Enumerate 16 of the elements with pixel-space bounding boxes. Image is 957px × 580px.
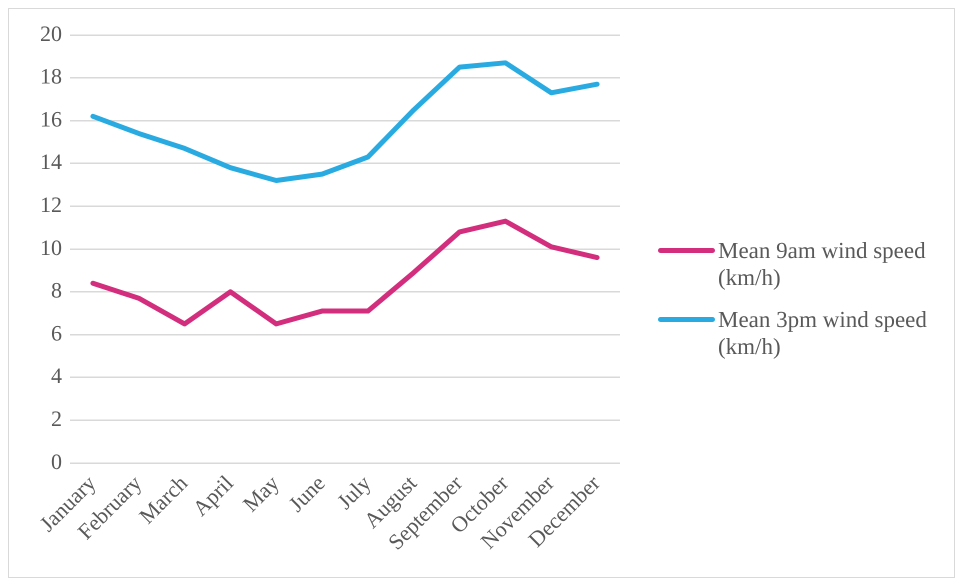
y-tick-label: 10 [40,234,62,260]
y-tick-label: 4 [51,363,62,388]
legend-label: Mean 3pm wind speed (km/h) [718,306,928,360]
y-tick-label: 20 [40,20,62,46]
y-tick-label: 16 [40,106,62,132]
x-tick-label: June [284,470,330,516]
y-tick-label: 18 [40,64,62,89]
y-tick-label: 0 [51,448,62,474]
y-tick-label: 14 [40,149,62,174]
y-tick-label: 12 [40,192,62,217]
x-tick-label: May [238,470,284,516]
x-tick-label: July [332,470,376,514]
y-tick-label: 6 [51,320,62,346]
y-tick-label: 8 [51,278,62,303]
legend-label: Mean 9am wind speed (km/h) [718,237,927,291]
y-tick-label: 2 [51,406,62,431]
